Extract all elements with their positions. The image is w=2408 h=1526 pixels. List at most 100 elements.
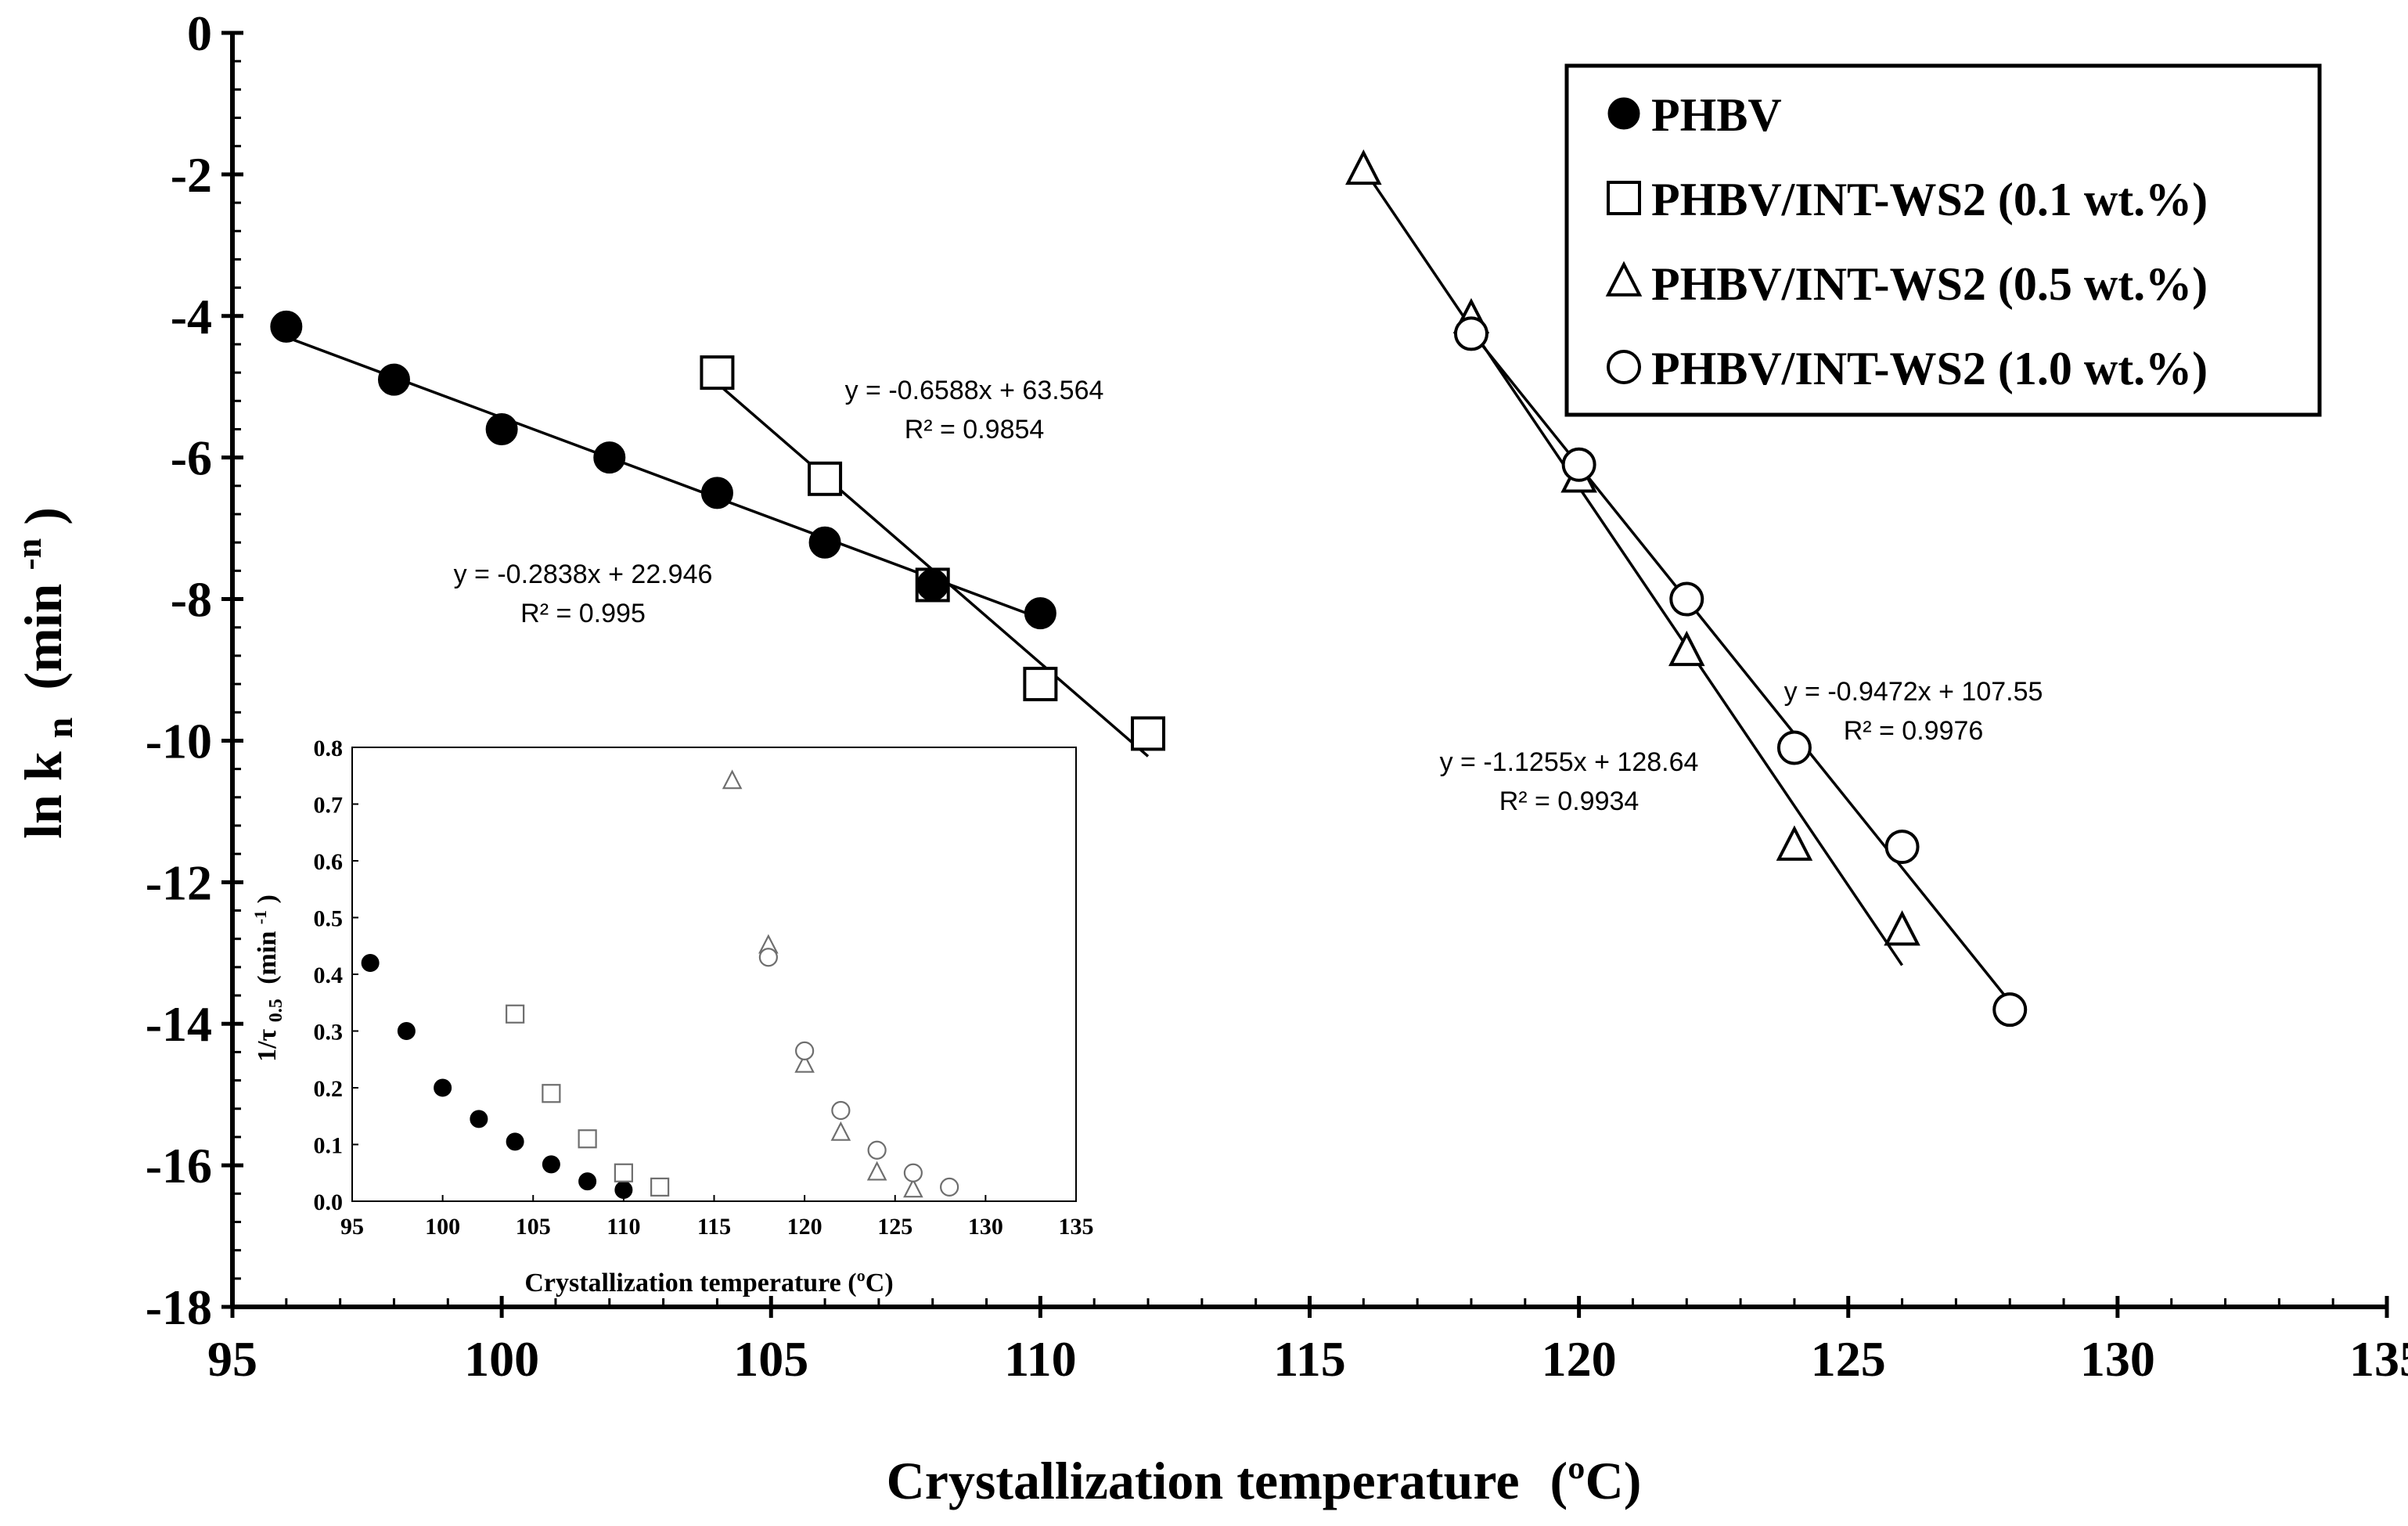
x-tick-label: 135 bbox=[2349, 1331, 2408, 1387]
legend-marker-series-2 bbox=[1605, 261, 1643, 297]
legend-marker-series-1 bbox=[1607, 181, 1641, 215]
y-axis-title-sub: n bbox=[39, 718, 81, 739]
inset-background bbox=[352, 747, 1076, 1201]
inset-plot: 0.0 0.1 0.2 0.3 0.4 0.5 0.6 0.7 0.8 95 100 105 110 11… bbox=[243, 736, 1094, 1297]
x-tick-label: 120 bbox=[1542, 1331, 1617, 1387]
inset-data-point-series-2 bbox=[866, 1161, 887, 1181]
inset-y-axis-title-unit: (min bbox=[253, 931, 282, 984]
data-point-series-1 bbox=[1023, 667, 1058, 702]
legend-items: PHBV PHBV/INT-WS2 (0.1 wt.%) PHBV/INT-WS2 … bbox=[1605, 89, 2208, 394]
inset-x-tick-label: 120 bbox=[787, 1214, 822, 1240]
data-point-series-3 bbox=[1561, 447, 1596, 482]
inset-x-tick-label: 95 bbox=[340, 1214, 364, 1240]
inset-data-point-series-3 bbox=[867, 1140, 887, 1160]
inset-data-point-series-0 bbox=[361, 954, 380, 972]
y-tick-label: -2 bbox=[171, 147, 212, 203]
inset-y-tick-label: 0.7 bbox=[314, 793, 344, 819]
fit-r2-series-2: R² = 0.9934 bbox=[1499, 786, 1640, 816]
inset-data-point-series-0 bbox=[578, 1172, 597, 1191]
legend-label-series-3: PHBV/INT-WS2 (1.0 wt.%) bbox=[1651, 343, 2208, 394]
y-axis-title-unit-close: ) bbox=[13, 507, 73, 525]
legend-marker-series-3 bbox=[1607, 350, 1641, 384]
inset-y-tick-label: 0.0 bbox=[314, 1189, 344, 1215]
data-point-series-2 bbox=[1884, 910, 1920, 946]
inset-x-tick-label: 105 bbox=[516, 1214, 551, 1240]
fit-r2-series-1: R² = 0.9854 bbox=[905, 415, 1045, 444]
inset-data-point-series-0 bbox=[434, 1078, 452, 1097]
fit-line-series-0 bbox=[286, 336, 1041, 620]
inset-y-axis-title: 1/τ 0.5 (min -1 ) bbox=[243, 894, 288, 1062]
fit-equation-series-3: y = -0.9472x + 107.55 bbox=[1784, 677, 2043, 707]
x-tick-label: 110 bbox=[1004, 1331, 1076, 1387]
data-point-series-1 bbox=[1131, 716, 1166, 751]
inset-data-point-series-3 bbox=[940, 1177, 959, 1197]
inset-data-point-series-1 bbox=[650, 1177, 670, 1197]
inset-y-tick-label: 0.1 bbox=[314, 1133, 344, 1159]
x-tick-label: 115 bbox=[1273, 1331, 1345, 1387]
inset-y-axis-title-main: 1/τ bbox=[253, 1028, 282, 1061]
inset-data-point-series-2 bbox=[830, 1121, 851, 1141]
inset-data-point-series-2 bbox=[722, 769, 743, 790]
inset-x-tick-label: 130 bbox=[968, 1214, 1003, 1240]
y-tick-label: -14 bbox=[146, 996, 212, 1052]
data-point-series-0 bbox=[270, 310, 303, 343]
inset-axes: 0.0 0.1 0.2 0.3 0.4 0.5 0.6 0.7 0.8 95 100 105 110 11… bbox=[314, 736, 1094, 1240]
inset-data-point-series-1 bbox=[614, 1163, 633, 1182]
y-tick-label: -8 bbox=[171, 572, 212, 628]
y-tick-label: 0 bbox=[187, 5, 212, 61]
fit-line-series-3 bbox=[1470, 330, 2011, 1003]
y-axis-title-unit-sup: -n bbox=[9, 538, 49, 570]
data-point-series-1 bbox=[700, 355, 735, 390]
inset-data-point-series-3 bbox=[795, 1041, 815, 1060]
inset-x-tick-label: 135 bbox=[1059, 1214, 1094, 1240]
inset-data-point-series-3 bbox=[758, 948, 778, 967]
data-point-series-0 bbox=[916, 568, 949, 601]
inset-data-point-series-1 bbox=[542, 1084, 561, 1103]
inset-y-axis-title-unit-close: ) bbox=[253, 894, 282, 903]
y-tick-label: -16 bbox=[146, 1138, 212, 1193]
legend-box bbox=[1564, 63, 2322, 417]
data-point-series-3 bbox=[1776, 730, 1812, 765]
main-data-points bbox=[270, 149, 2028, 1028]
x-tick-label: 95 bbox=[207, 1331, 257, 1387]
y-axis-title: ln k n (min -n ) bbox=[0, 507, 84, 839]
x-tick-label: 130 bbox=[2080, 1331, 2155, 1387]
inset-y-axis-title-sub: 0.5 bbox=[266, 999, 286, 1022]
inset-data-points bbox=[361, 769, 959, 1199]
legend-label-series-1: PHBV/INT-WS2 (0.1 wt.%) bbox=[1651, 174, 2208, 225]
x-tick-label: 100 bbox=[464, 1331, 539, 1387]
y-tick-label: -18 bbox=[146, 1279, 212, 1335]
fit-equation-series-0: y = -0.2838x + 22.946 bbox=[454, 560, 713, 589]
data-point-series-2 bbox=[1776, 825, 1813, 861]
data-point-series-2 bbox=[1668, 630, 1705, 667]
data-point-series-2 bbox=[1345, 149, 1382, 185]
inset-data-point-series-0 bbox=[470, 1110, 488, 1128]
legend-marker-series-0 bbox=[1607, 97, 1640, 130]
inset-x-axis-title: Crystallization temperature (ºC) bbox=[524, 1269, 893, 1297]
y-axis-title-main: ln k bbox=[13, 751, 73, 839]
fit-r2-series-3: R² = 0.9976 bbox=[1844, 716, 1984, 746]
inset-y-tick-label: 0.8 bbox=[314, 736, 344, 761]
inset-data-point-series-0 bbox=[614, 1181, 633, 1199]
data-point-series-0 bbox=[485, 412, 518, 445]
inset-x-tick-label: 100 bbox=[425, 1214, 460, 1240]
data-point-series-0 bbox=[593, 441, 626, 474]
data-point-series-3 bbox=[1884, 830, 1920, 865]
data-point-series-0 bbox=[700, 477, 733, 509]
data-point-series-0 bbox=[377, 363, 410, 396]
inset-x-tick-label: 110 bbox=[606, 1214, 640, 1240]
inset-x-tick-label: 115 bbox=[697, 1214, 731, 1240]
y-tick-label: -10 bbox=[146, 713, 212, 768]
data-point-series-0 bbox=[1024, 597, 1056, 630]
y-tick-label: -12 bbox=[146, 855, 212, 910]
y-axis-title-unit: (min bbox=[13, 584, 73, 690]
y-tick-label: -4 bbox=[171, 289, 212, 344]
x-axis-title: Crystallization temperature (ºC) bbox=[887, 1451, 1642, 1510]
y-tick-label: -6 bbox=[171, 430, 212, 486]
inset-data-point-series-1 bbox=[506, 1004, 525, 1024]
inset-data-point-series-2 bbox=[794, 1053, 815, 1073]
fit-equation-series-1: y = -0.6588x + 63.564 bbox=[845, 376, 1104, 405]
data-point-series-0 bbox=[808, 526, 841, 559]
x-tick-label: 125 bbox=[1811, 1331, 1886, 1387]
